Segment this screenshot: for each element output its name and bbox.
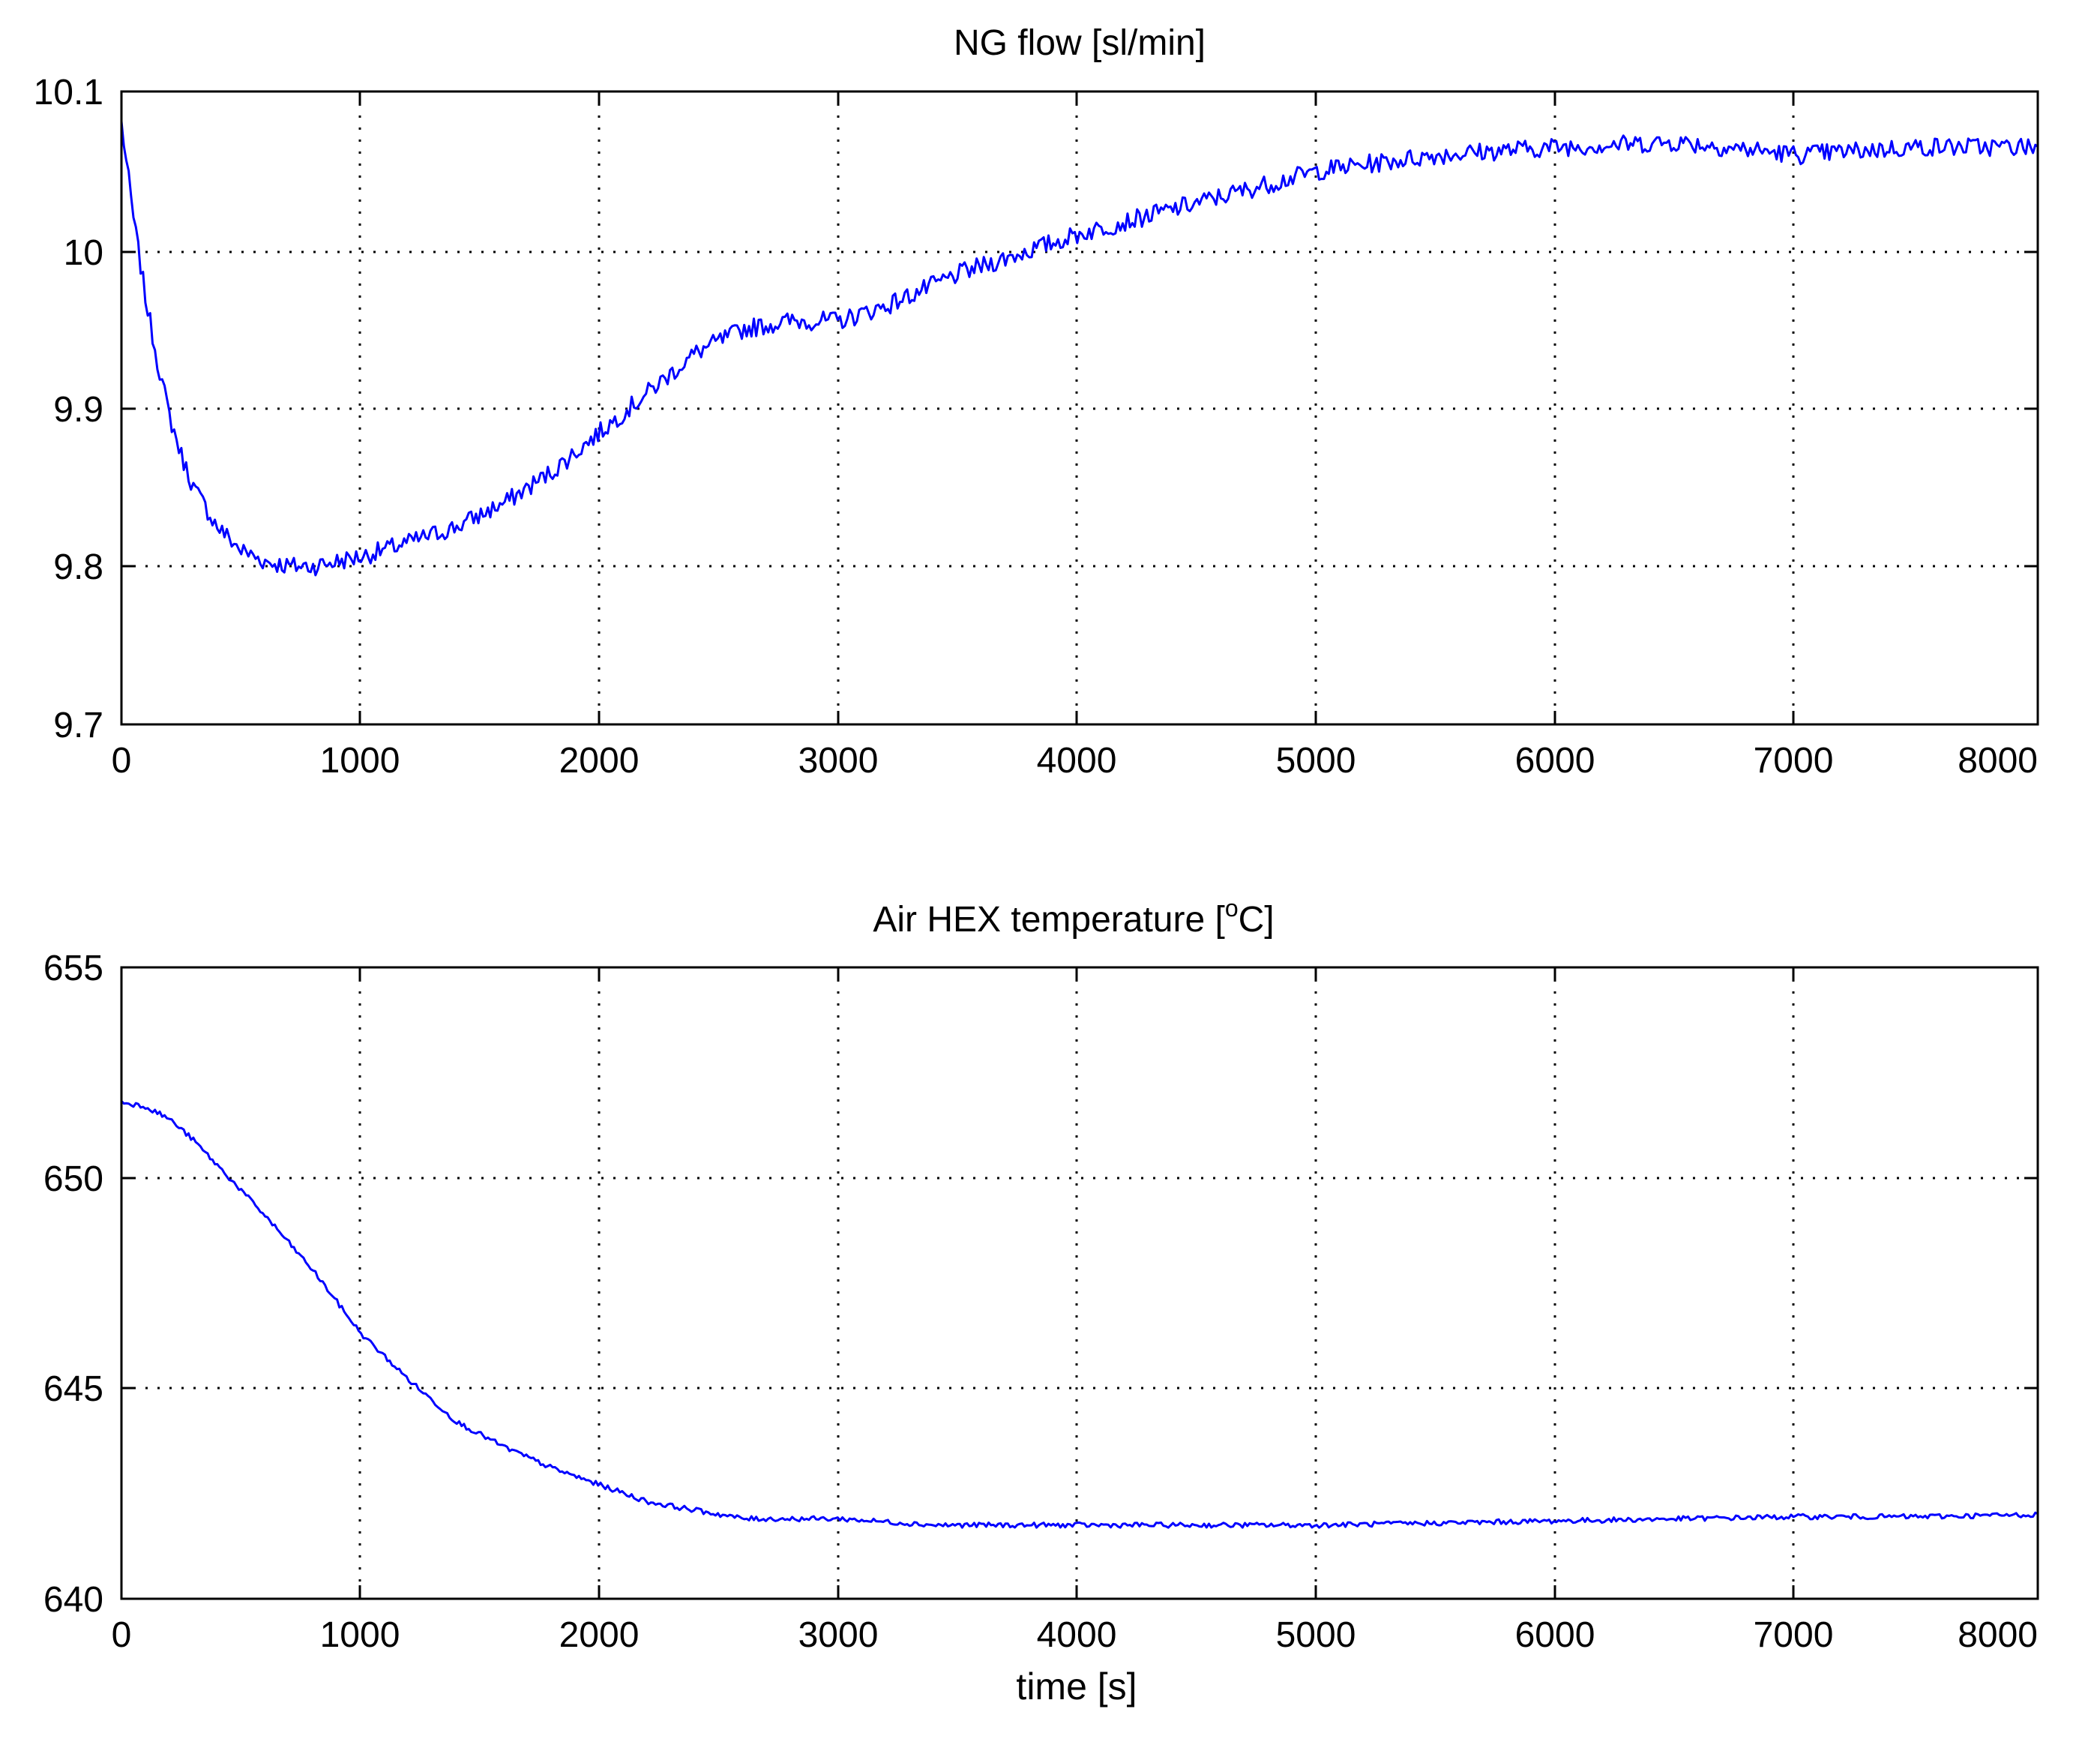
x-tick-label: 5000 — [1276, 741, 1356, 781]
y-tick-marks — [121, 250, 2038, 568]
y-tick-labels: 9.7 9.8 9.9 10 10.1 — [34, 73, 103, 745]
chart-title-suffix: C] — [1239, 900, 1275, 940]
x-tick-label: 7000 — [1754, 741, 1834, 781]
x-tick-label: 3000 — [798, 1615, 879, 1655]
x-tick-label: 8000 — [1958, 1615, 2038, 1655]
chart-title-prefix: Air HEX temperature [ — [873, 900, 1225, 940]
series-line-air-hex-temperature — [120, 1100, 2039, 1529]
x-tick-labels: 0 1000 2000 3000 4000 5000 6000 7000 800… — [112, 741, 2038, 781]
series-line-ng-flow — [120, 121, 2039, 577]
x-tick-label: 6000 — [1515, 1615, 1595, 1655]
x-tick-label: 4000 — [1037, 1615, 1117, 1655]
x-tick-label: 5000 — [1276, 1615, 1356, 1655]
y-tick-label: 10 — [64, 233, 103, 273]
x-tick-label: 2000 — [559, 741, 640, 781]
y-grid-lines — [121, 1177, 2038, 1390]
chart-title: Air HEX temperature [oC] — [873, 895, 1274, 940]
chart-ng-flow: NG flow [sl/min] — [34, 23, 2039, 781]
y-tick-marks — [121, 1177, 2038, 1390]
y-tick-label: 10.1 — [34, 73, 103, 112]
x-tick-label: 2000 — [559, 1615, 640, 1655]
x-tick-label: 0 — [112, 741, 132, 781]
x-tick-label: 8000 — [1958, 741, 2038, 781]
x-tick-label: 7000 — [1754, 1615, 1834, 1655]
chart-title-superscript: o — [1225, 895, 1239, 922]
x-tick-marks — [358, 967, 1795, 1599]
x-tick-marks — [358, 91, 1795, 724]
x-tick-label: 1000 — [320, 741, 400, 781]
y-tick-label: 9.9 — [53, 390, 103, 430]
y-tick-label: 640 — [43, 1580, 103, 1620]
chart-title: NG flow [sl/min] — [954, 23, 1206, 63]
chart-air-hex-temperature: Air HEX temperature [oC] — [43, 895, 2039, 1708]
x-tick-label: 1000 — [320, 1615, 400, 1655]
y-tick-label: 655 — [43, 949, 103, 988]
plot-frame — [120, 966, 2039, 1600]
x-tick-label: 0 — [112, 1615, 132, 1655]
y-tick-label: 650 — [43, 1159, 103, 1199]
y-tick-label: 9.7 — [53, 706, 103, 745]
y-tick-labels: 640 645 650 655 — [43, 949, 103, 1620]
y-grid-lines — [121, 250, 2038, 568]
x-tick-label: 4000 — [1037, 741, 1117, 781]
y-tick-label: 9.8 — [53, 547, 103, 587]
y-tick-label: 645 — [43, 1369, 103, 1409]
x-tick-label: 6000 — [1515, 741, 1595, 781]
x-axis-label: time [s] — [1016, 1666, 1137, 1708]
x-tick-label: 3000 — [798, 741, 879, 781]
x-tick-labels: 0 1000 2000 3000 4000 5000 6000 7000 800… — [112, 1615, 2038, 1655]
